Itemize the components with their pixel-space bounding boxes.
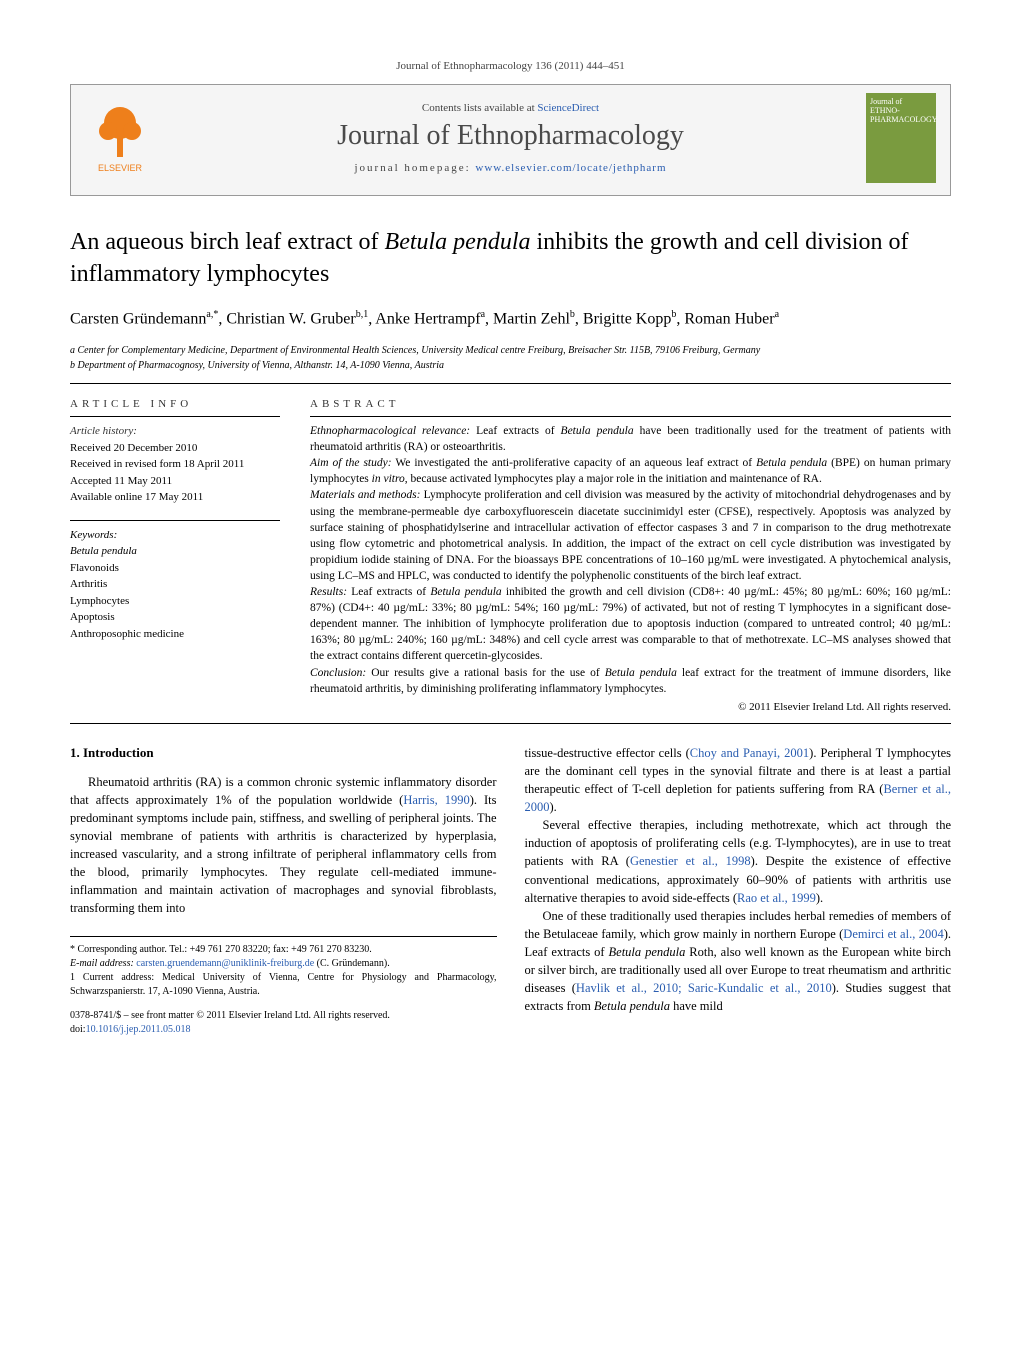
abstract-rule — [310, 416, 951, 417]
front-matter-meta: 0378-8741/$ – see front matter © 2011 El… — [70, 1009, 497, 1037]
journal-cover-icon: Journal of ETHNO- PHARMACOLOGY — [866, 93, 936, 183]
separator-rule — [70, 383, 951, 384]
section-heading-intro: 1. Introduction — [70, 744, 497, 763]
doi-link[interactable]: 10.1016/j.jep.2011.05.018 — [86, 1024, 191, 1035]
abstract-label: abstract — [310, 398, 951, 410]
cover-line-1: Journal of — [870, 97, 902, 106]
intro-para-1: Rheumatoid arthritis (RA) is a common ch… — [70, 773, 497, 918]
left-column: 1. Introduction Rheumatoid arthritis (RA… — [70, 744, 497, 1037]
footnotes: * Corresponding author. Tel.: +49 761 27… — [70, 936, 497, 999]
contents-prefix: Contents lists available at — [422, 102, 537, 114]
abstract-section: abstract Ethnopharmacological relevance:… — [310, 398, 951, 713]
abstract-para: Aim of the study: We investigated the an… — [310, 455, 951, 487]
running-header: Journal of Ethnopharmacology 136 (2011) … — [70, 60, 951, 72]
issn-line: 0378-8741/$ – see front matter © 2011 El… — [70, 1009, 497, 1023]
history-online: Available online 17 May 2011 — [70, 489, 280, 506]
journal-homepage: journal homepage: www.elsevier.com/locat… — [155, 162, 866, 174]
keyword-1: Betula pendula — [70, 543, 280, 560]
intro-para-2: tissue-destructive effector cells (Choy … — [525, 744, 952, 817]
separator-rule-2 — [70, 723, 951, 724]
keyword-6: Anthroposophic medicine — [70, 626, 280, 643]
keyword-5: Apoptosis — [70, 609, 280, 626]
journal-title: Journal of Ethnopharmacology — [155, 120, 866, 152]
journal-header: ELSEVIER Contents lists available at Sci… — [70, 84, 951, 196]
homepage-prefix: journal homepage: — [354, 162, 475, 174]
body-columns: 1. Introduction Rheumatoid arthritis (RA… — [70, 744, 951, 1037]
article-info-sidebar: article info Article history: Received 2… — [70, 398, 280, 713]
cover-line-2: ETHNO- — [870, 106, 900, 115]
history-received: Received 20 December 2010 — [70, 440, 280, 457]
abstract-para: Ethnopharmacological relevance: Leaf ext… — [310, 423, 951, 455]
article-title: An aqueous birch leaf extract of Betula … — [70, 226, 951, 291]
contents-available: Contents lists available at ScienceDirec… — [155, 102, 866, 114]
email-line: E-mail address: carsten.gruendemann@unik… — [70, 957, 497, 971]
homepage-link[interactable]: www.elsevier.com/locate/jethpharm — [475, 162, 666, 174]
svg-text:ELSEVIER: ELSEVIER — [98, 163, 143, 173]
info-rule-1 — [70, 416, 280, 417]
history-revised: Received in revised form 18 April 2011 — [70, 456, 280, 473]
abstract-para: Materials and methods: Lymphocyte prolif… — [310, 487, 951, 584]
author-list: Carsten Gründemanna,*, Christian W. Grub… — [70, 307, 951, 331]
author-email-link[interactable]: carsten.gruendemann@uniklinik-freiburg.d… — [136, 958, 314, 969]
keywords-block: Keywords: Betula pendula Flavonoids Arth… — [70, 527, 280, 643]
title-text-1: An aqueous birch leaf extract of — [70, 229, 385, 255]
keyword-4: Lymphocytes — [70, 593, 280, 610]
intro-para-4: One of these traditionally used therapie… — [525, 907, 952, 1016]
affiliations: a Center for Complementary Medicine, Dep… — [70, 343, 951, 373]
email-label: E-mail address: — [70, 958, 136, 969]
affiliation-b: b Department of Pharmacognosy, Universit… — [70, 358, 951, 373]
keyword-2: Flavonoids — [70, 560, 280, 577]
doi-line: doi:10.1016/j.jep.2011.05.018 — [70, 1023, 497, 1037]
article-info-label: article info — [70, 398, 280, 410]
footnote-current-address: 1 Current address: Medical University of… — [70, 971, 497, 999]
sciencedirect-link[interactable]: ScienceDirect — [537, 102, 599, 114]
title-species: Betula pendula — [385, 229, 531, 255]
corresponding-author-note: * Corresponding author. Tel.: +49 761 27… — [70, 943, 497, 957]
keywords-head: Keywords: — [70, 527, 280, 544]
keyword-3: Arthritis — [70, 576, 280, 593]
doi-label: doi: — [70, 1024, 86, 1035]
abstract-para: Results: Leaf extracts of Betula pendula… — [310, 584, 951, 664]
elsevier-logo: ELSEVIER — [85, 98, 155, 178]
cover-line-3: PHARMACOLOGY — [870, 115, 938, 124]
email-who: (C. Gründemann). — [314, 958, 390, 969]
right-column: tissue-destructive effector cells (Choy … — [525, 744, 952, 1037]
abstract-para: Conclusion: Our results give a rational … — [310, 665, 951, 697]
history-accepted: Accepted 11 May 2011 — [70, 473, 280, 490]
article-history: Article history: Received 20 December 20… — [70, 423, 280, 506]
history-head: Article history: — [70, 423, 280, 440]
abstract-body: Ethnopharmacological relevance: Leaf ext… — [310, 423, 951, 697]
affiliation-a: a Center for Complementary Medicine, Dep… — [70, 343, 951, 358]
abstract-copyright: © 2011 Elsevier Ireland Ltd. All rights … — [310, 701, 951, 713]
info-rule-2 — [70, 520, 280, 521]
intro-para-3: Several effective therapies, including m… — [525, 816, 952, 907]
